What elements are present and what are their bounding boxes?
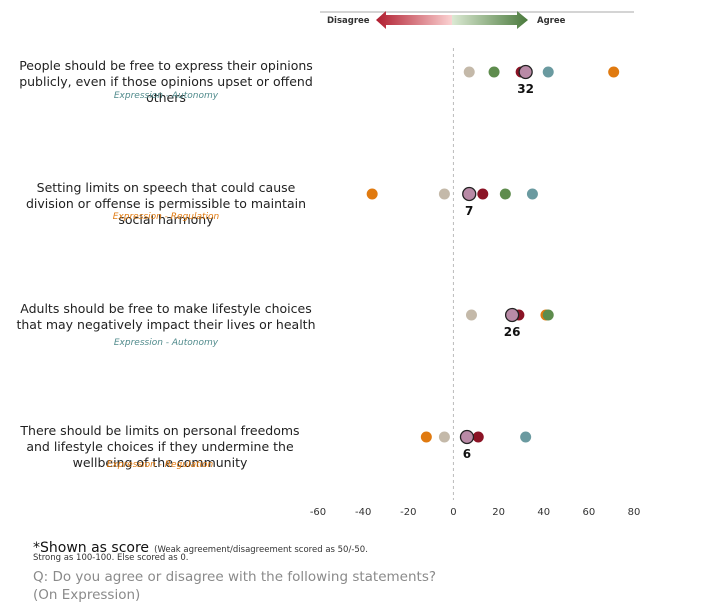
statement-4-category: Expression - Regulation — [106, 460, 214, 470]
point-beige — [438, 431, 450, 443]
footnote: *Shown as score (Weak agreement/disagree… — [33, 537, 368, 556]
agree-label: Agree — [537, 16, 566, 26]
point-beige — [438, 188, 450, 200]
statement-1-category: Expression - Autonomy — [113, 91, 219, 101]
point-orange — [366, 188, 378, 200]
point-beige — [465, 309, 477, 321]
question-line-2: (On Expression) — [33, 587, 141, 603]
overall-score-marker — [518, 64, 533, 80]
point-teal — [542, 66, 554, 78]
statement-rows: 32 7 26 6 — [366, 64, 620, 461]
statement-4-points: 6 — [420, 429, 532, 461]
statement-1-points: 32 — [463, 64, 620, 96]
question-text: Q: Do you agree or disagree with the fol… — [33, 568, 436, 604]
method-note-1: (Weak agreement/disagreement scored as 5… — [154, 545, 368, 555]
overall-score-label: 6 — [463, 447, 471, 461]
statement-4-text: There should be limits on personal freed… — [20, 423, 300, 470]
statement-1-text: People should be free to express their o… — [19, 58, 313, 105]
statement-3-category: Expression - Autonomy — [113, 338, 219, 348]
x-tick-label: 0 — [450, 507, 456, 518]
point-darkred — [472, 431, 484, 443]
overall-score-label: 26 — [504, 325, 521, 339]
point-orange — [608, 66, 620, 78]
disagree-label: Disagree — [327, 16, 370, 26]
x-tick-label: -60 — [310, 507, 326, 518]
x-axis-ticks: -60 -40 -20 0 20 40 60 80 — [310, 507, 641, 518]
x-tick-label: 80 — [628, 507, 641, 518]
x-tick-label: -40 — [355, 507, 371, 518]
statement-2-points: 7 — [366, 186, 538, 218]
question-line-1: Q: Do you agree or disagree with the fol… — [33, 569, 437, 585]
overall-score-marker — [504, 307, 520, 323]
point-orange — [420, 431, 432, 443]
overall-score-marker — [462, 186, 477, 202]
point-green — [542, 309, 554, 321]
x-tick-label: 40 — [537, 507, 550, 518]
statement-2-category: Expression - Regulation — [112, 212, 220, 222]
point-teal — [526, 188, 538, 200]
agree-arrow — [452, 11, 528, 29]
disagree-arrow — [376, 11, 452, 29]
overall-score-marker — [459, 429, 475, 445]
method-note-2: Strong as 100-100. Else scored as 0. — [33, 553, 189, 563]
point-darkred — [477, 188, 489, 200]
statement-3-text: Adults should be free to make lifestyle … — [16, 301, 316, 332]
point-green — [488, 66, 500, 78]
x-tick-label: 20 — [492, 507, 505, 518]
x-tick-label: -20 — [400, 507, 416, 518]
overall-score-label: 7 — [465, 204, 473, 218]
point-teal — [520, 431, 532, 443]
overall-score-label: 32 — [517, 82, 534, 96]
statement-2-text: Setting limits on speech that could caus… — [25, 180, 307, 227]
point-green — [499, 188, 511, 200]
shown-as-label: *Shown as score — [33, 540, 150, 556]
statement-3-points: 26 — [465, 307, 554, 339]
x-tick-label: 60 — [582, 507, 595, 518]
point-beige — [463, 66, 475, 78]
